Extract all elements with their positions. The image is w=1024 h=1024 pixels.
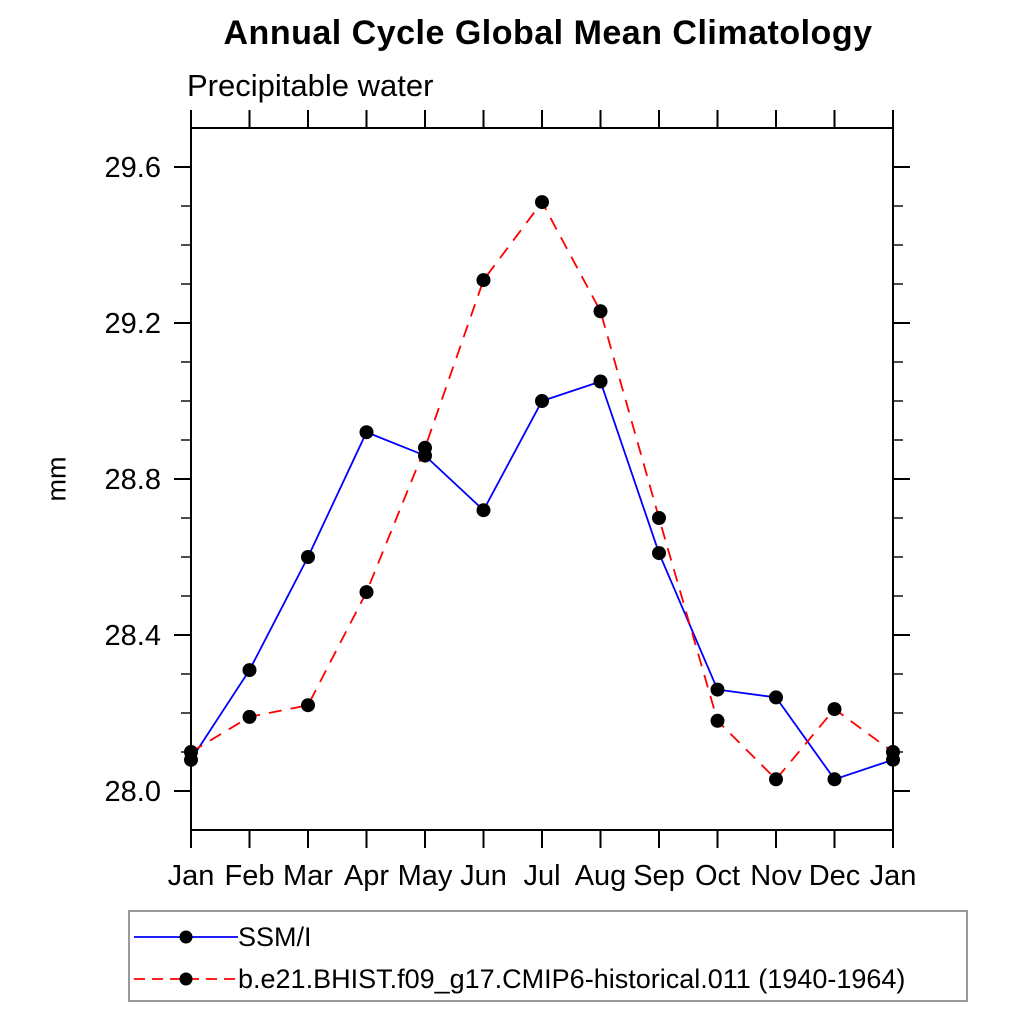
series-line-model [190,200,894,781]
legend-sample-model [134,972,238,986]
data-point [593,304,608,319]
data-point [535,195,549,210]
legend: SSM/I b.e21.BHIST.f09_g17.CMIP6-historic… [128,910,968,1002]
data-point [769,690,783,705]
y-tick-label: 28.0 [105,776,161,808]
x-tick-label: Sep [633,860,685,892]
data-point [301,550,315,564]
legend-marker-dot [179,930,193,944]
data-point [886,745,900,759]
x-tick-label: Mar [283,860,333,892]
data-point [476,273,491,288]
data-point [827,702,842,717]
legend-entry-ssmi: SSM/I [134,921,312,953]
data-point [593,374,608,389]
x-tick-label: Oct [695,860,740,892]
x-tick-label: Nov [750,860,802,892]
data-point [242,709,257,724]
x-tick-label: Jan [870,860,917,892]
series-line-ssmi [190,380,894,781]
chart-subtitle: Precipitable water [187,68,434,103]
data-point [769,772,783,787]
x-tick-label: Jun [460,860,507,892]
data-point [418,440,432,455]
x-tick-label: May [398,860,453,892]
x-tick-label: Jan [168,860,215,892]
y-tick-label: 28.8 [105,464,161,496]
data-point [301,698,315,713]
data-point [652,511,666,525]
legend-label-ssmi: SSM/I [238,921,312,952]
data-point [359,425,374,440]
x-tick-label: Dec [809,860,861,892]
x-tick-label: Jul [523,860,560,892]
y-tick-label: 29.6 [105,152,161,184]
data-point [184,745,198,759]
x-tick-label: Aug [575,860,627,892]
legend-entry-model: b.e21.BHIST.f09_g17.CMIP6-historical.011… [134,963,905,995]
data-point [710,713,725,728]
legend-sample-ssmi [134,930,238,944]
data-point [359,585,374,600]
legend-marker-dot [179,972,193,986]
chart-title: Annual Cycle Global Mean Climatology [223,14,873,52]
legend-label-model: b.e21.BHIST.f09_g17.CMIP6-historical.011… [238,963,906,994]
data-point [476,503,491,518]
y-tick-label: 29.2 [105,308,161,340]
y-tick-label: 28.4 [105,620,161,652]
data-point [652,546,666,561]
data-point [710,682,725,697]
data-point [827,772,842,787]
x-tick-label: Apr [344,860,389,892]
data-point [535,394,549,408]
x-tick-label: Feb [225,860,275,892]
data-point [242,663,257,678]
plot-border [190,127,894,831]
